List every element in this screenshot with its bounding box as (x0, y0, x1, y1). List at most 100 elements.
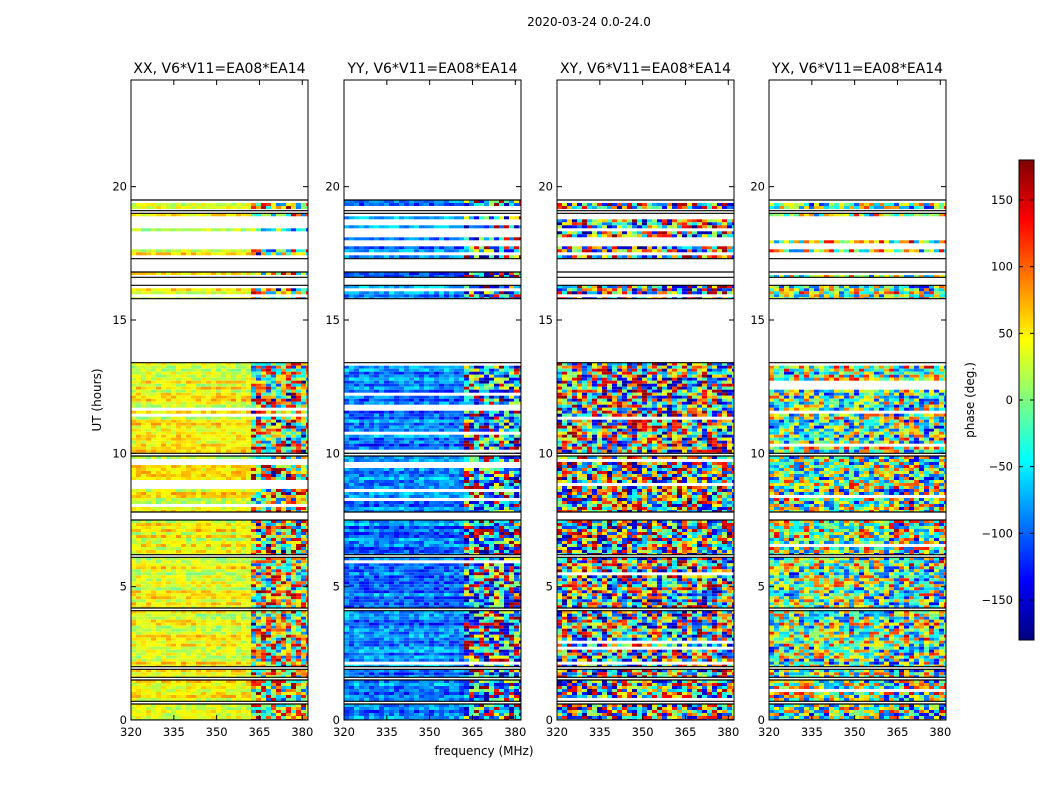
heatmap-cell (186, 553, 191, 555)
heatmap-cell (261, 683, 266, 686)
heatmap-cell (231, 550, 236, 553)
heatmap-cell (246, 362, 251, 366)
heatmap-cell (176, 661, 181, 665)
heatmap-cell (211, 203, 216, 206)
heatmap-cell (241, 613, 246, 617)
heatmap-cell (146, 637, 151, 641)
heatmap-cell (454, 695, 459, 698)
heatmap-cell (221, 392, 226, 396)
heatmap-cell (256, 616, 261, 620)
heatmap-cell (186, 419, 191, 423)
heatmap-cell (131, 495, 136, 498)
heatmap-cell (216, 465, 221, 468)
heatmap-cell (241, 605, 246, 608)
heatmap-cell (166, 228, 171, 232)
heatmap-cell (166, 371, 171, 375)
heatmap-cell (276, 249, 281, 253)
heatmap-cell (241, 664, 246, 667)
heatmap-cell (256, 713, 261, 716)
heatmap-cell (276, 590, 281, 594)
heatmap-cell (246, 643, 251, 647)
heatmap-cell (206, 532, 211, 535)
heatmap-cell (241, 425, 246, 429)
heatmap-cell (146, 707, 151, 710)
heatmap-cell (136, 492, 141, 495)
heatmap-cell (221, 613, 226, 617)
heatmap-cell (131, 371, 136, 375)
heatmap-cell (131, 291, 136, 295)
heatmap-cell (261, 655, 266, 659)
heatmap-cell (141, 625, 146, 629)
heatmap-cell (131, 692, 136, 695)
heatmap-cell (196, 655, 201, 659)
heatmap-cell (374, 616, 379, 620)
heatmap-cell (306, 686, 308, 689)
heatmap-cell (151, 252, 156, 256)
heatmap-cell (191, 637, 196, 641)
heatmap-cell (301, 590, 306, 594)
heatmap-cell (146, 440, 151, 444)
heatmap-cell (201, 419, 206, 423)
heatmap-cell (241, 380, 246, 384)
heatmap-cell (231, 532, 236, 535)
heatmap-cell (354, 680, 359, 683)
heatmap-cell (444, 704, 449, 707)
heatmap-cell (286, 377, 291, 381)
heatmap-cell (286, 550, 291, 553)
heatmap-cell (156, 446, 161, 450)
heatmap-cell (449, 713, 454, 716)
heatmap-cell (131, 610, 136, 614)
heatmap-cell (231, 616, 236, 620)
heatmap-cell (151, 610, 156, 614)
heatmap-cell (276, 477, 281, 480)
heatmap-cell (231, 529, 236, 532)
heatmap-cell (291, 572, 296, 576)
heatmap-cell (176, 550, 181, 553)
heatmap-cell (266, 249, 271, 253)
heatmap-cell (231, 695, 236, 698)
heatmap-cell (474, 675, 479, 678)
heatmap-cell (286, 713, 291, 716)
heatmap-cell (201, 557, 206, 561)
heatmap-cell (301, 566, 306, 570)
heatmap-cell (161, 213, 166, 217)
heatmap-cell (141, 541, 146, 544)
heatmap-cell (301, 477, 306, 480)
heatmap-cell (246, 541, 251, 544)
heatmap-cell (349, 689, 354, 692)
heatmap-cell (266, 425, 271, 429)
heatmap-cell (226, 380, 231, 384)
heatmap-cell (251, 584, 256, 588)
heatmap-cell (469, 710, 474, 713)
heatmap-cell (206, 362, 211, 366)
heatmap-cell (201, 637, 206, 641)
heatmap-cell (246, 206, 251, 209)
heatmap-cell (241, 434, 246, 438)
heatmap-cell (131, 707, 136, 710)
heatmap-cell (131, 658, 136, 662)
heatmap-cell (151, 380, 156, 384)
heatmap-cell (261, 640, 266, 644)
heatmap-cell (281, 587, 286, 591)
heatmap-cell (276, 602, 281, 606)
heatmap-cell (141, 203, 146, 206)
heatmap-cell (156, 510, 161, 512)
heatmap-cell (399, 695, 404, 698)
heatmap-cell (231, 602, 236, 606)
heatmap-cell (271, 704, 276, 707)
heatmap-cell (266, 419, 271, 423)
heatmap-cell (161, 374, 166, 378)
heatmap-cell (166, 619, 171, 623)
heatmap-cell (196, 465, 201, 468)
heatmap-cell (231, 578, 236, 582)
heatmap-cell (236, 613, 241, 617)
heatmap-cell (271, 628, 276, 632)
heatmap-cell (256, 404, 261, 408)
heatmap-cell (354, 692, 359, 695)
heatmap-cell (176, 707, 181, 710)
heatmap-cell (136, 683, 141, 686)
heatmap-cell (291, 538, 296, 541)
heatmap-cell (156, 610, 161, 614)
heatmap-cell (201, 446, 206, 450)
